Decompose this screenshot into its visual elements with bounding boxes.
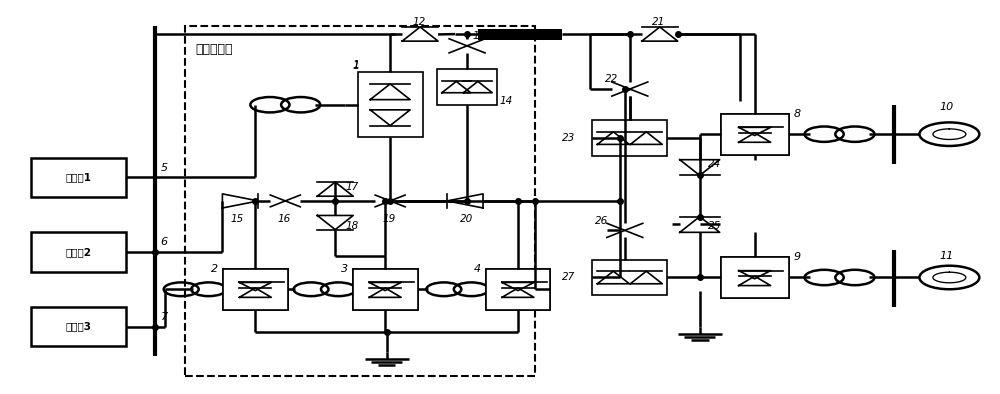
Text: 4: 4	[473, 264, 481, 274]
Text: 9: 9	[794, 252, 801, 262]
Text: 18: 18	[345, 221, 358, 231]
Text: 1: 1	[353, 61, 360, 71]
Text: 1: 1	[353, 60, 360, 70]
Bar	[185, 26, 535, 375]
Bar	[353, 269, 418, 310]
Bar	[223, 269, 288, 310]
Bar	[592, 121, 667, 156]
Bar	[721, 113, 789, 155]
Bar	[721, 257, 789, 298]
Text: 15: 15	[230, 214, 244, 223]
Text: 交流端1: 交流端1	[65, 172, 91, 182]
Text: 17: 17	[345, 182, 358, 192]
Text: 8: 8	[794, 109, 801, 119]
Bar	[486, 269, 550, 310]
Text: 2: 2	[211, 264, 218, 274]
Bar	[592, 260, 667, 295]
Bar	[358, 72, 423, 137]
Text: 21: 21	[652, 17, 665, 27]
Bar	[437, 69, 497, 105]
Text: 23: 23	[562, 133, 576, 143]
Text: 22: 22	[605, 74, 618, 84]
Text: 13: 13	[472, 31, 485, 41]
Bar	[721, 113, 789, 155]
Text: 6: 6	[160, 237, 168, 247]
Bar	[31, 307, 126, 346]
Text: 7: 7	[160, 312, 168, 322]
Text: 25: 25	[708, 221, 721, 231]
Text: 20: 20	[460, 214, 473, 223]
Text: 5: 5	[160, 163, 168, 173]
Text: 3: 3	[341, 264, 348, 274]
Text: 19: 19	[382, 214, 395, 223]
Text: 24: 24	[708, 159, 721, 169]
Bar	[353, 269, 418, 310]
Text: 12: 12	[412, 17, 425, 27]
Text: 27: 27	[562, 273, 576, 282]
Text: 16: 16	[277, 214, 291, 223]
Bar	[223, 269, 288, 310]
Bar	[721, 257, 789, 298]
Bar	[486, 269, 550, 310]
Text: 交流端3: 交流端3	[65, 322, 91, 332]
Bar	[31, 232, 126, 271]
Bar	[478, 29, 562, 39]
Text: 26: 26	[595, 216, 608, 225]
Text: 11: 11	[939, 251, 954, 261]
Text: 级联换流阀: 级联换流阀	[195, 43, 233, 56]
Text: 14: 14	[500, 96, 513, 106]
Text: 交流端2: 交流端2	[65, 247, 91, 257]
Bar	[31, 158, 126, 197]
Text: 10: 10	[939, 102, 954, 112]
